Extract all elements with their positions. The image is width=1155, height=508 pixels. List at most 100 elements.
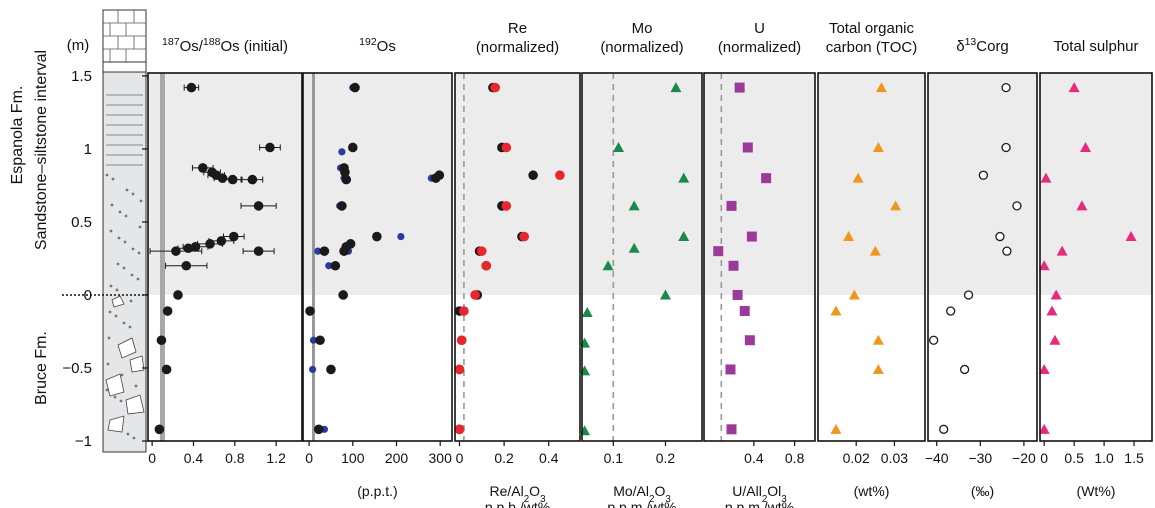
- grain: [126, 432, 130, 436]
- text-piece: Total sulphur: [1053, 38, 1138, 55]
- grain: [105, 173, 109, 177]
- grain: [138, 225, 142, 229]
- point: [732, 289, 743, 300]
- text-piece: Re: [508, 20, 527, 37]
- rich-text: (normalized): [718, 39, 801, 56]
- grain: [107, 336, 111, 340]
- point: [348, 142, 358, 153]
- text-piece: O: [654, 483, 665, 499]
- grain: [108, 310, 112, 314]
- shaded-interval: [1040, 73, 1152, 295]
- point: [171, 246, 181, 256]
- point: [1038, 423, 1050, 434]
- panel-frame: [1039, 72, 1153, 442]
- text-piece: 3: [781, 494, 787, 505]
- x-tick-label: 0.4: [184, 450, 204, 466]
- point: [728, 260, 739, 271]
- point: [742, 142, 753, 153]
- shaded-interval: [582, 73, 702, 295]
- point: [1002, 246, 1012, 256]
- point: [726, 200, 737, 211]
- rich-text: Total organic: [829, 20, 915, 37]
- point: [325, 262, 333, 270]
- text-piece: 3: [540, 494, 546, 505]
- x-tick-label: 0: [305, 450, 313, 466]
- rich-text: (Wt%): [1077, 483, 1116, 499]
- clast: [129, 355, 145, 373]
- text-piece: p.p.m./wt%: [725, 499, 794, 508]
- text-piece: 2: [762, 494, 767, 505]
- point: [929, 335, 939, 345]
- x-tick-label: −20: [1012, 450, 1036, 466]
- text-piece: U: [754, 20, 765, 37]
- rich-text: p.p.m./wt%: [725, 499, 794, 508]
- x-tick-label: 1.0: [1094, 450, 1114, 466]
- point: [265, 142, 275, 153]
- point: [253, 246, 264, 256]
- grain: [118, 210, 122, 214]
- y-tick-label: −1: [75, 433, 92, 450]
- x-tick-label: 1.5: [1124, 450, 1144, 466]
- text-piece: 3: [665, 494, 671, 505]
- text-piece: δ: [956, 38, 964, 55]
- shaded-interval: [928, 73, 1037, 295]
- point: [434, 170, 445, 181]
- text-piece: p.p.m./wt%: [607, 499, 676, 508]
- text-piece: Os: [377, 38, 396, 55]
- point: [725, 364, 736, 375]
- rich-text: 192Os: [359, 36, 396, 55]
- x-tick-label: 0.2: [656, 450, 676, 466]
- point: [875, 82, 887, 93]
- rich-text: (p.p.t.): [357, 483, 397, 499]
- rich-text: Mo: [632, 20, 653, 37]
- point: [481, 260, 492, 271]
- point: [555, 170, 565, 181]
- text-piece: Mo: [632, 20, 653, 37]
- grain: [111, 177, 115, 181]
- point: [173, 290, 183, 300]
- text-piece: 13: [965, 36, 977, 48]
- formation-label: Sandstone–siltstone interval: [33, 50, 50, 250]
- point: [454, 424, 465, 435]
- point: [872, 363, 884, 374]
- grain: [117, 236, 121, 240]
- point: [154, 424, 165, 435]
- point: [869, 245, 881, 256]
- point: [843, 231, 855, 242]
- x-tick-label: 200: [385, 450, 409, 466]
- grain: [122, 321, 126, 325]
- grain: [134, 384, 138, 388]
- grain: [116, 262, 120, 266]
- point: [454, 364, 465, 375]
- panel-frame: [817, 72, 926, 442]
- x-tick-label: 0.8: [785, 450, 805, 466]
- x-tick-label: 300: [429, 450, 453, 466]
- point: [1056, 245, 1068, 256]
- grain: [132, 436, 136, 440]
- point: [459, 306, 469, 316]
- grain: [137, 251, 141, 255]
- point: [339, 246, 349, 256]
- point: [946, 306, 956, 316]
- point: [713, 246, 724, 257]
- x-tick-label: 0.8: [225, 450, 245, 466]
- grain: [123, 240, 127, 244]
- point: [963, 290, 974, 300]
- point: [490, 82, 500, 93]
- clast: [111, 295, 125, 308]
- rich-text: (‰): [971, 483, 994, 499]
- point: [216, 236, 227, 246]
- rich-text: Re: [508, 20, 527, 37]
- shaded-interval: [303, 73, 452, 295]
- rich-text: Re/Al2O3: [489, 483, 546, 505]
- point: [1076, 200, 1088, 211]
- shaded-interval: [148, 73, 302, 295]
- grain: [106, 362, 110, 366]
- point: [217, 173, 228, 183]
- y-axis-label: (m): [67, 37, 90, 54]
- point: [890, 200, 902, 211]
- x-tick-label: 100: [341, 450, 365, 466]
- lithology-column: [62, 9, 148, 453]
- clast: [105, 373, 125, 397]
- grain: [131, 247, 135, 251]
